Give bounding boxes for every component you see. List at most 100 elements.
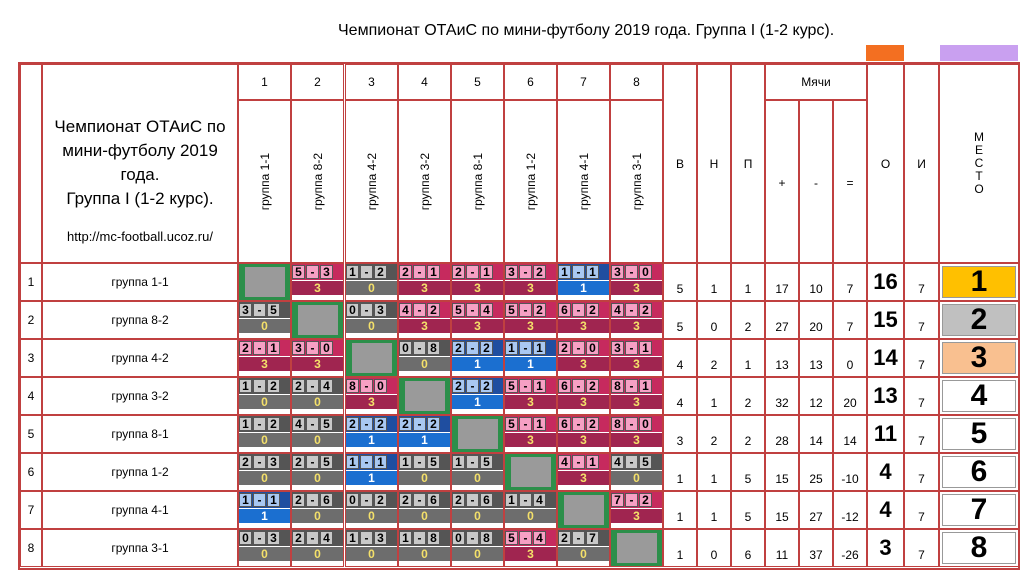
score-home: 8 (611, 379, 624, 393)
stat-gf-value: 13 (775, 358, 789, 372)
score-away: 4 (320, 379, 333, 393)
team-name: группа 8-1 (42, 415, 238, 453)
games-played: 7 (904, 301, 939, 339)
stat-gd-value: 20 (843, 396, 857, 410)
score-dash: - (360, 265, 373, 279)
stat-l: 2 (731, 301, 765, 339)
score-digits: 2-2 (399, 416, 450, 432)
column-number: 2 (291, 64, 344, 100)
stat-ga-value: 10 (809, 282, 823, 296)
site-url-link[interactable]: http://mc-football.ucoz.ru/ (67, 228, 213, 244)
header-balls: Мячи (765, 64, 867, 100)
score-digits: 1-5 (452, 454, 503, 470)
place-cell: 6 (939, 453, 1019, 491)
score-away: 6 (480, 493, 493, 507)
score-digits: 3-5 (239, 302, 290, 318)
stat-d: 1 (697, 377, 731, 415)
column-number: 8 (610, 64, 663, 100)
score-dash: - (572, 417, 585, 431)
stat-ga-value: 37 (809, 548, 823, 562)
stat-gf-value: 15 (775, 510, 789, 524)
score-dash: - (572, 303, 585, 317)
violet-marker-bar (940, 45, 1018, 61)
score-away: 8 (427, 531, 440, 545)
tournament-description: Чемпионат ОТАиС по мини-футболу 2019 год… (42, 64, 238, 263)
score-digits: 2-2 (452, 378, 503, 394)
score-digits: 6-2 (558, 416, 609, 432)
score-away: 6 (427, 493, 440, 507)
score-digits: 4-5 (292, 416, 343, 432)
column-team-name: группа 4-2 (364, 152, 379, 211)
score-away: 0 (320, 341, 333, 355)
result-cell (451, 339, 504, 377)
match-points: 0 (239, 433, 290, 447)
score-dash: - (306, 379, 319, 393)
score-dash: - (519, 341, 532, 355)
match-points: 3 (346, 395, 397, 409)
stat-ga: 37 (799, 529, 833, 567)
score-digits: 2-1 (452, 264, 503, 280)
score-home: 1 (505, 341, 518, 355)
place-value: 7 (942, 493, 1016, 526)
self-match-ball-icon (399, 378, 450, 414)
score-dash: - (253, 379, 266, 393)
score-away: 5 (427, 455, 440, 469)
